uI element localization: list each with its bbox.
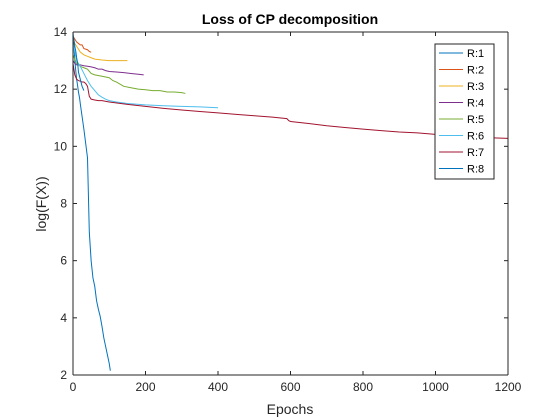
- series-layer: [72, 31, 509, 371]
- x-axis-label: Epochs: [267, 401, 314, 417]
- series-line-r8: [72, 34, 85, 91]
- y-tick-label: 10: [54, 139, 68, 153]
- series-line-r7: [72, 63, 509, 139]
- series-line-r3: [72, 37, 128, 62]
- x-tick-label: 1200: [495, 380, 522, 394]
- x-tick-label: 800: [353, 380, 373, 394]
- legend: R:1 R:2 R:3 R:4 R:5 R:6 R:7 R:8: [434, 43, 495, 180]
- x-tick-label: 400: [208, 380, 228, 394]
- x-tick-label: 200: [135, 380, 155, 394]
- y-tick-label: 12: [54, 82, 68, 96]
- x-tick-label: 0: [70, 380, 77, 394]
- legend-label: R:6: [467, 131, 484, 143]
- axis-layer: 0 200 400 600 800 1000 1200 2 4 6 8 10 12 14: [54, 25, 522, 394]
- legend-label: R:7: [467, 147, 484, 159]
- legend-label: R:1: [467, 48, 484, 60]
- y-tick-label: 2: [60, 368, 67, 382]
- x-tick-label: 1000: [422, 380, 449, 394]
- chart-title: Loss of CP decomposition: [202, 11, 378, 27]
- legend-label: R:2: [467, 65, 484, 77]
- y-tick-label: 4: [60, 311, 67, 325]
- legend-label: R:5: [467, 114, 484, 126]
- series-line-r6: [72, 43, 219, 109]
- series-line-r5: [72, 54, 186, 94]
- y-tick-label: 8: [60, 197, 67, 211]
- legend-label: R:3: [467, 81, 484, 93]
- legend-box: [434, 43, 495, 180]
- series-line-r1: [72, 31, 111, 371]
- series-line-r2: [72, 36, 92, 53]
- y-tick-label: 14: [54, 25, 68, 39]
- y-tick-label: 6: [60, 254, 67, 268]
- legend-label: R:4: [467, 98, 484, 110]
- y-axis-label: log(F(X)): [33, 176, 49, 231]
- legend-label: R:8: [467, 164, 484, 176]
- x-tick-label: 600: [280, 380, 300, 394]
